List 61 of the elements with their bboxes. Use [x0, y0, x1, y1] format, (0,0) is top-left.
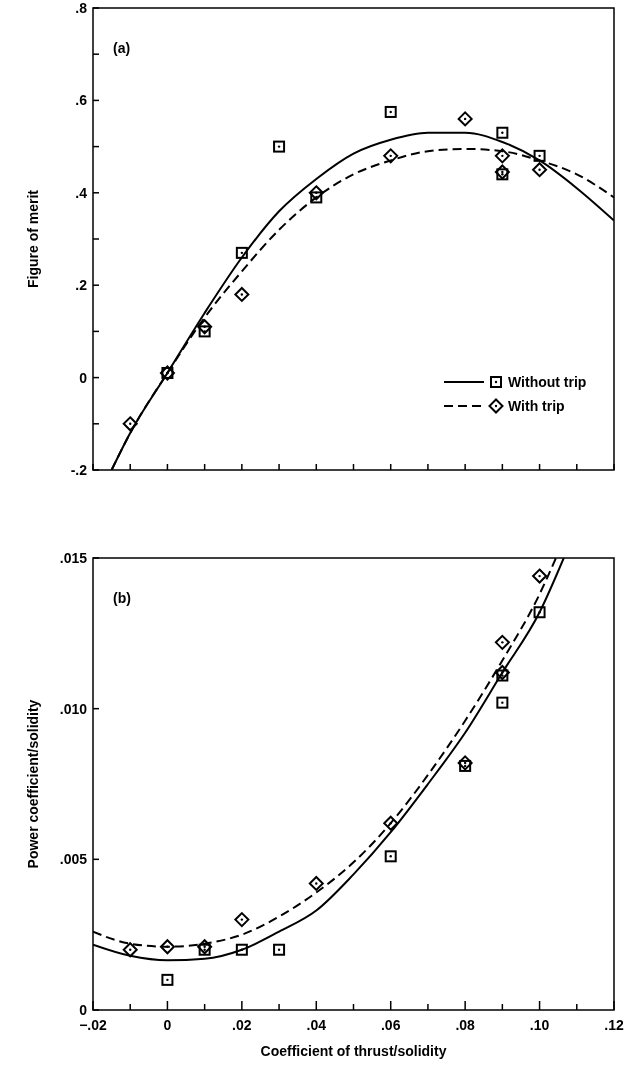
point	[494, 148, 510, 164]
point	[494, 164, 510, 180]
y-axis-title: Figure of merit	[25, 189, 41, 289]
x-axis-title: Coefficient of thrust/solidity	[260, 1043, 447, 1059]
annotation: (b)	[113, 590, 131, 606]
point	[383, 815, 399, 831]
y-tick-label: .4	[75, 184, 88, 201]
x-tick-label: 0	[163, 1017, 172, 1033]
point	[532, 162, 548, 178]
point	[310, 191, 323, 204]
x-tick-label: −.02	[79, 1017, 108, 1033]
y-tick-label: .010	[59, 700, 88, 717]
point	[308, 185, 324, 201]
y-tick-label: -.2	[70, 462, 88, 478]
point	[496, 168, 509, 181]
annotation: (a)	[113, 40, 131, 56]
point	[459, 759, 472, 772]
point	[159, 939, 175, 955]
x-tick-label: .02	[232, 1017, 252, 1033]
y-tick-label: 0	[79, 1002, 88, 1018]
point	[273, 943, 286, 956]
point	[197, 319, 213, 335]
x-tick-label: .08	[455, 1017, 476, 1033]
point	[161, 973, 174, 986]
point	[234, 286, 250, 302]
point	[235, 246, 248, 259]
y-tick-label: .2	[75, 277, 88, 294]
legend-label: Without trip	[508, 374, 587, 390]
point	[457, 755, 473, 771]
x-tick-label: .04	[306, 1017, 327, 1033]
point	[496, 669, 509, 682]
point	[496, 696, 509, 709]
point	[122, 942, 138, 958]
point	[494, 634, 510, 650]
legend-label: With trip	[508, 398, 565, 414]
point	[496, 126, 509, 139]
point	[533, 606, 546, 619]
point	[383, 148, 399, 164]
point	[122, 416, 138, 432]
point	[308, 875, 324, 891]
x-tick-label: .10	[529, 1017, 550, 1033]
point	[532, 568, 548, 584]
y-tick-label: 0	[79, 369, 88, 386]
y-axis-title: Power coefficient/solidity	[25, 699, 41, 869]
point	[384, 850, 397, 863]
x-tick-label: .06	[380, 1017, 401, 1033]
point	[494, 665, 510, 681]
point	[235, 943, 248, 956]
x-tick-label: .12	[604, 1017, 624, 1033]
point	[533, 149, 546, 162]
point	[384, 105, 397, 118]
point	[234, 912, 250, 928]
point	[197, 939, 213, 955]
y-tick-label: .015	[59, 550, 88, 566]
y-tick-label: .6	[75, 92, 88, 109]
point	[457, 111, 473, 127]
point	[198, 943, 211, 956]
point	[198, 325, 211, 338]
y-tick-label: .005	[59, 851, 88, 868]
y-tick-label: .8	[75, 0, 88, 16]
point	[273, 140, 286, 153]
